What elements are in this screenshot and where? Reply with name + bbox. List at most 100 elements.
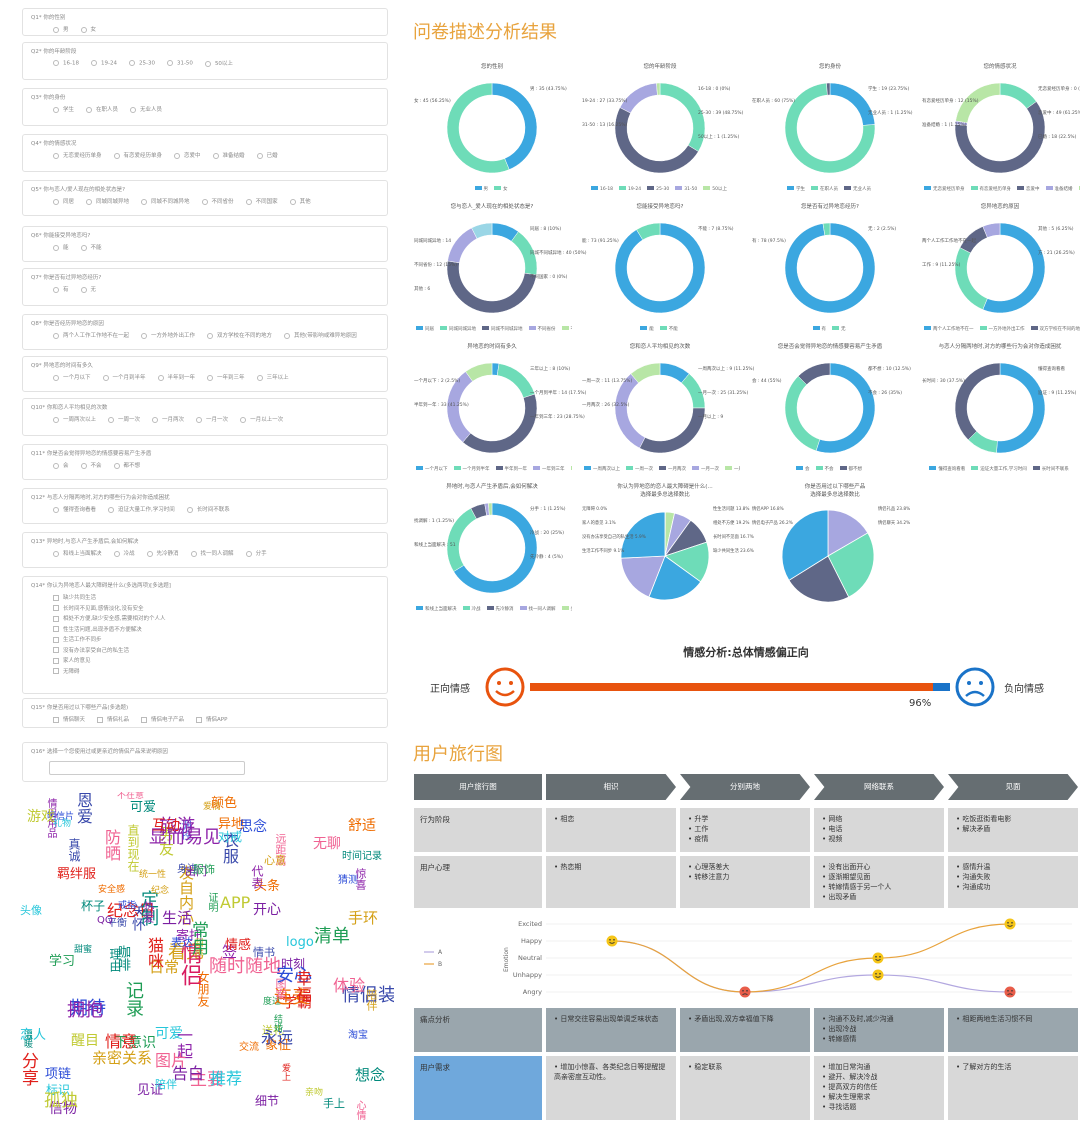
radio-button[interactable]: [128, 59, 135, 66]
radio-button[interactable]: [53, 152, 59, 159]
radio-button[interactable]: [113, 550, 120, 557]
answer-option[interactable]: 无业人员: [130, 105, 162, 113]
answer-option[interactable]: 一月以上一次: [240, 415, 283, 423]
answer-option[interactable]: 恋爱中: [174, 151, 201, 159]
answer-option[interactable]: 已婚: [256, 151, 278, 159]
answer-text-input[interactable]: [49, 761, 245, 775]
radio-button[interactable]: [130, 106, 137, 113]
radio-button[interactable]: [212, 152, 219, 159]
checkbox[interactable]: [53, 626, 59, 632]
answer-option[interactable]: 有: [53, 285, 69, 293]
radio-button[interactable]: [53, 59, 59, 66]
answer-option[interactable]: 会: [53, 461, 69, 469]
answer-option[interactable]: 无障碍: [53, 667, 383, 678]
radio-button[interactable]: [53, 416, 59, 423]
radio-button[interactable]: [86, 198, 93, 205]
radio-button[interactable]: [152, 416, 159, 423]
answer-option[interactable]: 31-50: [166, 59, 193, 66]
answer-option[interactable]: 无: [80, 285, 96, 293]
radio-button[interactable]: [53, 244, 59, 251]
answer-option[interactable]: 双方学校在不同的地方: [207, 331, 272, 339]
answer-option[interactable]: 无恋爱经历单身: [53, 151, 102, 159]
radio-button[interactable]: [256, 152, 263, 159]
radio-button[interactable]: [53, 374, 59, 381]
answer-option[interactable]: 25-30: [128, 59, 155, 66]
answer-option[interactable]: 长时间不联系: [186, 505, 230, 513]
radio-button[interactable]: [186, 506, 193, 513]
radio-button[interactable]: [53, 550, 59, 557]
checkbox[interactable]: [53, 594, 59, 601]
radio-button[interactable]: [113, 462, 120, 469]
answer-option[interactable]: 没有办法享受自己的私生活: [53, 646, 383, 657]
answer-option[interactable]: 情侣电子产品: [141, 715, 184, 723]
answer-option[interactable]: 有恋爱经历单身: [113, 151, 162, 159]
radio-button[interactable]: [240, 416, 247, 423]
radio-button[interactable]: [53, 286, 59, 293]
radio-button[interactable]: [53, 506, 59, 513]
answer-option[interactable]: 不能: [80, 243, 102, 251]
answer-option[interactable]: 其他: [289, 197, 311, 205]
answer-option[interactable]: 家人的意见: [53, 656, 383, 667]
radio-button[interactable]: [108, 506, 115, 513]
answer-option[interactable]: 一月两次: [152, 415, 184, 423]
radio-button[interactable]: [289, 198, 296, 205]
answer-option[interactable]: 同城不同城异地: [141, 197, 190, 205]
radio-button[interactable]: [207, 332, 214, 339]
checkbox[interactable]: [97, 716, 104, 723]
answer-option[interactable]: 女: [80, 25, 96, 33]
answer-option[interactable]: 找一同人调解: [190, 549, 234, 557]
radio-button[interactable]: [174, 152, 181, 159]
answer-option[interactable]: 冷战: [113, 549, 135, 557]
answer-option[interactable]: 50以上: [204, 59, 233, 67]
radio-button[interactable]: [245, 550, 252, 557]
answer-option[interactable]: 半年到一年: [157, 373, 195, 381]
answer-option[interactable]: 不同省份: [201, 197, 234, 205]
checkbox[interactable]: [53, 636, 59, 643]
answer-option[interactable]: 一周两次以上: [53, 415, 96, 423]
radio-button[interactable]: [53, 198, 59, 205]
radio-button[interactable]: [80, 462, 87, 469]
answer-option[interactable]: 和线上当面解决: [53, 549, 102, 557]
radio-button[interactable]: [196, 416, 203, 423]
answer-option[interactable]: 学生: [53, 105, 74, 113]
answer-option[interactable]: 性生活问题,出现矛盾不方便解决: [53, 625, 383, 636]
radio-button[interactable]: [53, 106, 59, 113]
radio-button[interactable]: [146, 550, 153, 557]
answer-option[interactable]: 两个人工作工作地不在一起: [53, 331, 129, 339]
radio-button[interactable]: [102, 374, 109, 381]
checkbox[interactable]: [53, 647, 59, 653]
radio-button[interactable]: [53, 332, 59, 339]
answer-option[interactable]: 情侣聊天: [53, 715, 85, 723]
radio-button[interactable]: [207, 374, 214, 381]
radio-button[interactable]: [157, 374, 164, 381]
answer-option[interactable]: 情侣礼品: [97, 715, 129, 723]
answer-option[interactable]: 一月一次: [196, 415, 228, 423]
radio-button[interactable]: [90, 59, 97, 66]
radio-button[interactable]: [86, 106, 93, 113]
answer-option[interactable]: 长时间不见面,感情淡化,没有安全: [53, 604, 383, 615]
radio-button[interactable]: [166, 59, 173, 66]
answer-option[interactable]: 生活工作不同步: [53, 635, 383, 646]
radio-button[interactable]: [190, 550, 197, 557]
answer-option[interactable]: 其他(带影响或难异地原因: [284, 331, 357, 339]
answer-option[interactable]: 都不想: [113, 461, 140, 469]
radio-button[interactable]: [53, 26, 59, 33]
answer-option[interactable]: 不同国家: [245, 197, 278, 205]
answer-option[interactable]: 19-24: [90, 59, 117, 66]
radio-button[interactable]: [108, 416, 115, 423]
answer-option[interactable]: 一方外地外出工作: [141, 331, 195, 339]
answer-option[interactable]: 先冷静消: [146, 549, 179, 557]
checkbox[interactable]: [53, 716, 59, 723]
checkbox[interactable]: [53, 657, 59, 664]
answer-option[interactable]: 能: [53, 243, 69, 251]
answer-option[interactable]: 男: [53, 25, 69, 33]
radio-button[interactable]: [141, 332, 148, 339]
answer-option[interactable]: 一周一次: [108, 415, 140, 423]
answer-option[interactable]: 三年以上: [256, 373, 289, 381]
answer-option[interactable]: 同城同城异地: [86, 197, 129, 205]
radio-button[interactable]: [141, 198, 148, 205]
radio-button[interactable]: [53, 462, 59, 469]
radio-button[interactable]: [256, 374, 263, 381]
answer-option[interactable]: 准备结婚: [212, 151, 245, 159]
radio-button[interactable]: [245, 198, 252, 205]
